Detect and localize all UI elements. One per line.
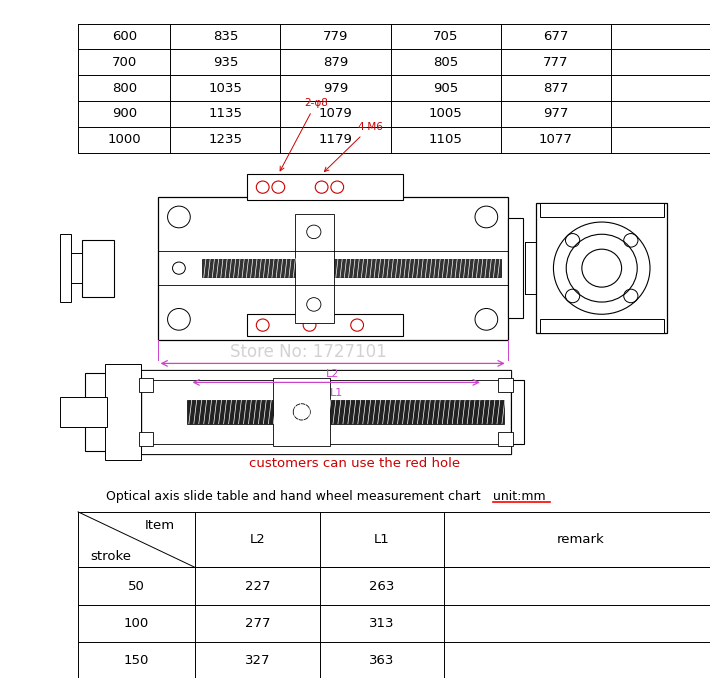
Circle shape: [168, 308, 190, 330]
Text: 1005: 1005: [429, 107, 462, 121]
Bar: [187, 400, 504, 424]
Text: 263: 263: [369, 580, 394, 593]
Text: 805: 805: [433, 56, 458, 69]
Bar: [540, 203, 664, 217]
Text: 779: 779: [323, 30, 348, 43]
Text: stroke: stroke: [90, 550, 131, 563]
Circle shape: [307, 225, 321, 239]
Bar: [536, 203, 667, 333]
Circle shape: [307, 298, 321, 311]
Bar: [60, 397, 106, 427]
Bar: [139, 433, 153, 446]
Text: 600: 600: [111, 30, 137, 43]
Text: 4-M6: 4-M6: [324, 122, 383, 172]
Text: L1: L1: [373, 533, 390, 546]
Text: 777: 777: [543, 56, 568, 69]
Circle shape: [475, 206, 498, 228]
Text: customers can use the red hole: customers can use the red hole: [249, 456, 461, 470]
Text: remark: remark: [557, 533, 604, 546]
Text: 979: 979: [323, 81, 348, 95]
Text: 363: 363: [369, 654, 394, 667]
Bar: [498, 378, 513, 392]
Text: 227: 227: [245, 580, 270, 593]
Text: Item: Item: [145, 519, 175, 532]
Text: 313: 313: [369, 617, 394, 630]
Text: 977: 977: [543, 107, 568, 121]
Text: 277: 277: [245, 617, 270, 630]
Text: 1079: 1079: [319, 107, 352, 121]
Text: 1077: 1077: [539, 133, 572, 146]
Bar: [247, 174, 403, 200]
Text: 677: 677: [543, 30, 568, 43]
Bar: [202, 259, 501, 277]
Circle shape: [168, 206, 190, 228]
Text: 900: 900: [111, 107, 137, 121]
Circle shape: [293, 403, 310, 420]
Text: 800: 800: [111, 81, 137, 95]
Bar: [60, 253, 82, 283]
Text: Optical axis slide table and hand wheel measurement chart: Optical axis slide table and hand wheel …: [106, 490, 481, 503]
Text: 1000: 1000: [107, 133, 141, 146]
Bar: [105, 364, 141, 460]
Text: 1135: 1135: [209, 107, 242, 121]
Text: 1235: 1235: [209, 133, 242, 146]
Text: L2: L2: [326, 369, 339, 379]
Bar: [141, 370, 511, 454]
Text: 700: 700: [111, 56, 137, 69]
Text: 1179: 1179: [319, 133, 352, 146]
Bar: [273, 378, 330, 446]
Text: 100: 100: [124, 617, 149, 630]
Text: 905: 905: [433, 81, 458, 95]
Text: 327: 327: [245, 654, 270, 667]
Bar: [82, 240, 114, 297]
Text: 705: 705: [433, 30, 458, 43]
Text: 1105: 1105: [429, 133, 462, 146]
Text: unit:mm: unit:mm: [493, 490, 546, 503]
Bar: [85, 373, 141, 451]
Bar: [540, 319, 664, 333]
Text: 879: 879: [323, 56, 348, 69]
Text: Store No: 1727101: Store No: 1727101: [231, 343, 387, 361]
Text: L1: L1: [329, 388, 343, 398]
Text: 1035: 1035: [209, 81, 242, 95]
Text: 2-φ8: 2-φ8: [280, 98, 328, 171]
Text: L2: L2: [249, 533, 266, 546]
Text: 935: 935: [213, 56, 238, 69]
Bar: [295, 214, 334, 323]
Bar: [141, 444, 511, 454]
Bar: [498, 433, 513, 446]
Circle shape: [173, 262, 185, 274]
Bar: [141, 370, 511, 380]
Bar: [139, 378, 153, 392]
Bar: [511, 380, 524, 444]
Text: 150: 150: [124, 654, 149, 667]
Circle shape: [475, 308, 498, 330]
Bar: [60, 235, 71, 302]
Bar: [247, 314, 403, 336]
Text: 877: 877: [543, 81, 568, 95]
Bar: [158, 197, 508, 340]
Bar: [508, 218, 523, 318]
Text: 835: 835: [213, 30, 238, 43]
Text: 50: 50: [129, 580, 145, 593]
